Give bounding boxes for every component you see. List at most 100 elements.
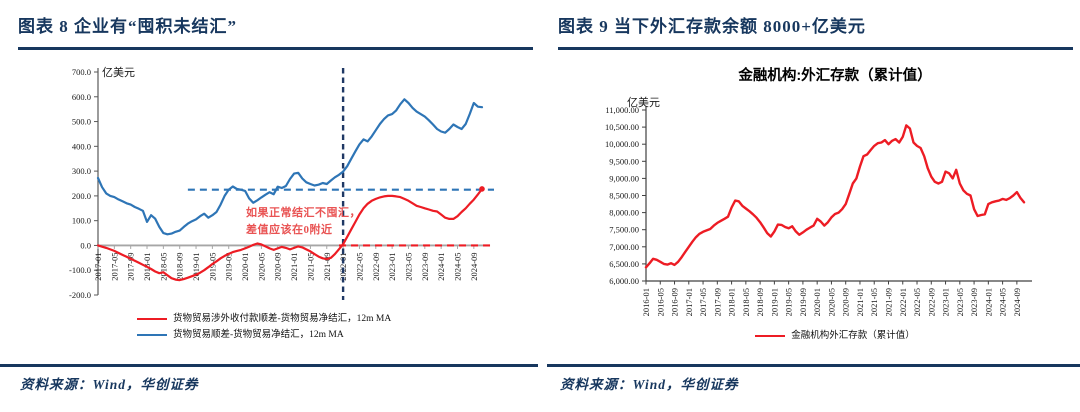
- figure9-panel: 图表 9 当下外汇存款余额 8000+亿美元 金融机构:外汇存款（累计值） 11…: [540, 0, 1080, 412]
- series-line: [96, 187, 484, 282]
- y-tick-label: 6,500.00: [609, 259, 639, 269]
- y-tick-label: 400.0: [72, 141, 91, 151]
- x-tick-label: 2023-09: [969, 288, 979, 316]
- y-tick-label: 9,000.00: [609, 173, 639, 183]
- y-tick-label: 8,000.00: [609, 208, 639, 218]
- legend-line-sample: [755, 334, 786, 338]
- x-tick-label: 2017-05: [109, 252, 119, 280]
- x-tick-label: 2021-09: [322, 252, 332, 280]
- x-tick-label: 2023-09: [420, 252, 430, 280]
- x-tick-label: 2018-09: [175, 252, 185, 280]
- y-tick-label: 600.0: [72, 92, 91, 102]
- x-tick-label: 2024-09: [1012, 288, 1022, 316]
- x-tick-label: 2016-05: [655, 288, 665, 316]
- annotation-line-2: 差值应该在0附近: [246, 224, 333, 236]
- x-tick-label: 2022-01: [338, 252, 348, 280]
- x-tick-label: 2018-09: [755, 288, 765, 316]
- series-end-marker: [479, 186, 485, 192]
- x-tick-label: 2023-01: [387, 252, 397, 280]
- x-tick-label: 2018-01: [727, 288, 737, 316]
- legend-line-sample: [137, 317, 167, 321]
- x-tick-label: 2019-01: [191, 252, 201, 280]
- x-tick-label: 2016-01: [641, 288, 651, 316]
- x-tick-label: 2023-05: [403, 252, 413, 280]
- legend-item: 货物贸易涉外收付款顺差-货物贸易净结汇，12m MA: [137, 313, 391, 325]
- figure8-title-underline: [18, 47, 533, 50]
- y-tick-label: 6,000.00: [609, 276, 639, 286]
- x-tick-label: 2019-09: [224, 252, 234, 280]
- x-tick-label: 2017-05: [698, 288, 708, 316]
- figure8-panel: 图表 8 企业有“囤积未结汇” 700.0 600.0 500.0 400.0 300.…: [0, 17, 538, 392]
- x-tick-label: 2024-09: [469, 252, 479, 280]
- y-tick-label: -100.0: [69, 265, 91, 275]
- figure9-legend: 金融机构外汇存款（累计值）: [646, 330, 1024, 342]
- x-tick-label: 2020-01: [812, 288, 822, 316]
- figure9-footer-rule: [547, 364, 1080, 367]
- figure8-title: 图表 8 企业有“囤积未结汇”: [18, 17, 237, 36]
- figure8-chart: 700.0 600.0 500.0 400.0 300.0 200.0 100.0 0.0 -1…: [69, 67, 494, 300]
- x-tick-label: 2022-05: [354, 252, 364, 280]
- x-tick-label: 2022-09: [371, 252, 381, 280]
- x-tick-label: 2024-05: [998, 288, 1008, 316]
- y-tick-label: 700.0: [72, 67, 91, 77]
- x-tick-label: 2021-01: [855, 288, 865, 316]
- x-tick-label: 2024-01: [983, 288, 993, 316]
- y-tick-label: 10,500.00: [605, 122, 639, 132]
- y-tick-label: 100.0: [72, 216, 91, 226]
- y-tick-label: 7,000.00: [609, 242, 639, 252]
- figure9-source: 资料来源：Wind，华创证券: [560, 377, 739, 392]
- y-tick-label: 10,000.00: [605, 139, 639, 149]
- y-tick-label: 7,500.00: [609, 225, 639, 235]
- y-tick-label: 9,500.00: [609, 156, 639, 166]
- series-line: [96, 98, 484, 236]
- y-tick-label: 300.0: [72, 166, 91, 176]
- x-tick-label: 2021-05: [305, 252, 315, 280]
- x-tick-label: 2018-05: [741, 288, 751, 316]
- figure9-chart-title: 金融机构:外汇存款（累计值）: [738, 68, 932, 84]
- x-tick-label: 2017-09: [126, 252, 136, 280]
- figure9-title-underline: [558, 47, 1073, 50]
- y-tick-label: 0.0: [80, 240, 91, 250]
- x-tick-label: 2024-05: [452, 252, 462, 280]
- legend-item: 金融机构外汇存款（累计值）: [755, 330, 915, 342]
- x-tick-label: 2021-05: [869, 288, 879, 316]
- figure8-axis-unit: 亿美元: [102, 67, 135, 79]
- x-tick-label: 2017-01: [93, 252, 103, 280]
- figure8-footer-rule: [0, 364, 538, 367]
- x-tick-label: 2018-05: [158, 252, 168, 280]
- y-tick-label: 200.0: [72, 191, 91, 201]
- legend-label: 金融机构外汇存款（累计值）: [791, 331, 915, 341]
- x-tick-label: 2022-01: [898, 288, 908, 316]
- x-tick-label: 2017-09: [712, 288, 722, 316]
- figure9-title: 图表 9 当下外汇存款余额 8000+亿美元: [558, 17, 866, 36]
- x-tick-label: 2017-01: [684, 288, 694, 316]
- y-tick-label: 8,500.00: [609, 191, 639, 201]
- y-tick-label: -200.0: [69, 290, 91, 300]
- x-tick-label: 2021-09: [883, 288, 893, 316]
- x-tick-label: 2020-09: [273, 252, 283, 280]
- figure8-source: 资料来源：Wind，华创证券: [20, 377, 199, 392]
- figure9-chart: 11,000.00 10,500.00 10,000.00 9,500.00 9,000…: [605, 105, 1032, 316]
- x-tick-label: 2020-05: [256, 252, 266, 280]
- x-tick-label: 2022-05: [912, 288, 922, 316]
- x-tick-label: 2019-05: [784, 288, 794, 316]
- x-tick-label: 2019-05: [207, 252, 217, 280]
- x-tick-label: 2016-09: [670, 288, 680, 316]
- x-tick-label: 2021-01: [289, 252, 299, 280]
- x-tick-label: 2019-09: [798, 288, 808, 316]
- x-tick-label: 2019-01: [769, 288, 779, 316]
- annotation-line-1: 如果正常结汇不囤汇，: [246, 207, 361, 219]
- legend-item: 货物贸易顺差-货物贸易净结汇，12m MA: [137, 329, 391, 341]
- x-tick-label: 2023-05: [955, 288, 965, 316]
- x-tick-label: 2020-01: [240, 252, 250, 280]
- x-tick-label: 2020-05: [826, 288, 836, 316]
- x-tick-label: 2020-09: [841, 288, 851, 316]
- x-tick-label: 2022-09: [926, 288, 936, 316]
- x-tick-label: 2024-01: [436, 252, 446, 280]
- series-line: [644, 124, 1026, 269]
- figure8-legend: 货物贸易涉外收付款顺差-货物贸易净结汇，12m MA 货物贸易顺差-货物贸易净结汇…: [137, 313, 391, 341]
- figure9-axis-unit: 亿美元: [627, 97, 660, 109]
- y-tick-label: 500.0: [72, 117, 91, 127]
- x-tick-label: 2023-01: [941, 288, 951, 316]
